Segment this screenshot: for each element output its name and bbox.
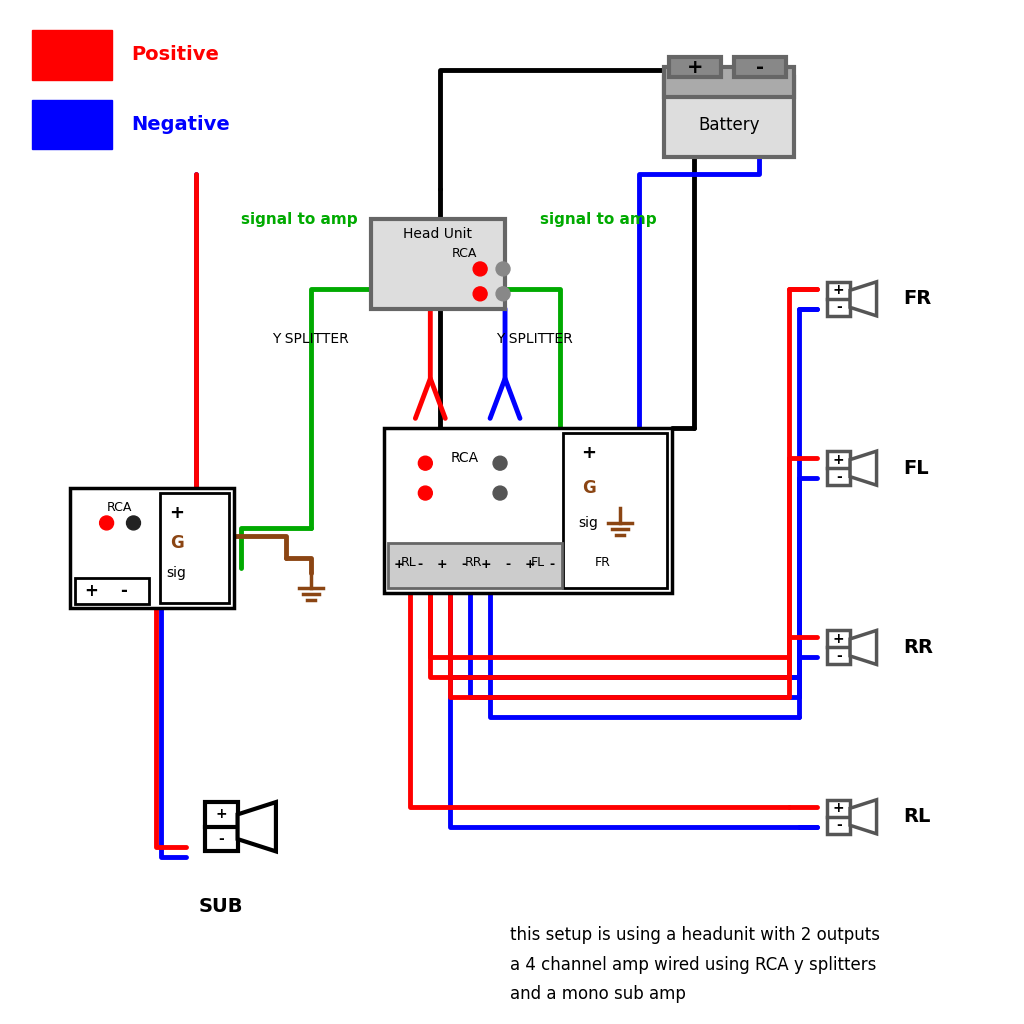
Polygon shape bbox=[850, 800, 877, 834]
Text: Battery: Battery bbox=[698, 116, 760, 133]
Text: G: G bbox=[170, 534, 183, 552]
Text: +: + bbox=[524, 558, 536, 571]
Bar bbox=[827, 631, 850, 665]
Text: sig: sig bbox=[167, 565, 186, 580]
Polygon shape bbox=[850, 631, 877, 665]
Bar bbox=[665, 68, 794, 97]
Text: Head Unit: Head Unit bbox=[403, 227, 472, 241]
Bar bbox=[665, 77, 794, 157]
Circle shape bbox=[419, 457, 432, 470]
Circle shape bbox=[494, 457, 507, 470]
Text: RL: RL bbox=[903, 807, 931, 826]
Text: Positive: Positive bbox=[131, 45, 219, 65]
Text: +: + bbox=[215, 807, 227, 821]
Text: -: - bbox=[121, 582, 127, 600]
Bar bbox=[562, 433, 667, 588]
Bar bbox=[70, 488, 234, 607]
Text: +: + bbox=[833, 632, 845, 646]
Text: Y SPLITTER: Y SPLITTER bbox=[497, 332, 573, 346]
Bar bbox=[75, 578, 148, 604]
Text: -: - bbox=[836, 300, 842, 314]
Text: -: - bbox=[836, 818, 842, 833]
Text: -: - bbox=[549, 558, 554, 571]
Text: Negative: Negative bbox=[131, 115, 230, 134]
Polygon shape bbox=[850, 282, 877, 315]
Polygon shape bbox=[238, 802, 275, 851]
Bar bbox=[32, 30, 112, 80]
Bar bbox=[205, 802, 238, 851]
Text: +: + bbox=[169, 504, 184, 522]
Text: +: + bbox=[687, 57, 703, 77]
Text: -: - bbox=[218, 833, 224, 846]
Text: FL: FL bbox=[530, 556, 545, 569]
Text: FL: FL bbox=[903, 459, 929, 477]
Text: SUB: SUB bbox=[199, 897, 244, 915]
Text: +: + bbox=[481, 558, 492, 571]
Bar bbox=[670, 57, 721, 77]
Bar bbox=[371, 219, 505, 309]
Text: -: - bbox=[756, 57, 764, 77]
Circle shape bbox=[419, 486, 432, 500]
Bar bbox=[388, 543, 562, 588]
Text: +: + bbox=[393, 558, 403, 571]
Text: FR: FR bbox=[595, 556, 610, 569]
Bar bbox=[827, 282, 850, 315]
Text: G: G bbox=[582, 479, 596, 497]
Text: -: - bbox=[836, 470, 842, 483]
Bar bbox=[384, 428, 673, 593]
Text: RR: RR bbox=[903, 638, 934, 657]
Bar bbox=[827, 452, 850, 485]
Text: +: + bbox=[833, 801, 845, 815]
Text: -: - bbox=[462, 558, 467, 571]
Text: +: + bbox=[833, 284, 845, 297]
Text: +: + bbox=[84, 582, 98, 600]
Bar bbox=[160, 494, 229, 603]
Text: -: - bbox=[506, 558, 511, 571]
Bar bbox=[32, 99, 112, 150]
Text: +: + bbox=[833, 453, 845, 467]
Text: RCA: RCA bbox=[106, 502, 132, 514]
Text: Y SPLITTER: Y SPLITTER bbox=[272, 332, 349, 346]
Circle shape bbox=[494, 486, 507, 500]
Circle shape bbox=[496, 262, 510, 275]
Text: +: + bbox=[437, 558, 447, 571]
Polygon shape bbox=[850, 452, 877, 485]
Text: +: + bbox=[581, 444, 596, 462]
Circle shape bbox=[473, 287, 487, 301]
Text: RCA: RCA bbox=[452, 248, 477, 260]
Circle shape bbox=[127, 516, 140, 529]
Bar bbox=[734, 57, 786, 77]
Circle shape bbox=[473, 262, 487, 275]
Text: RCA: RCA bbox=[451, 452, 478, 465]
Text: RL: RL bbox=[400, 556, 417, 569]
Text: RR: RR bbox=[465, 556, 482, 569]
Circle shape bbox=[496, 287, 510, 301]
Text: -: - bbox=[836, 649, 842, 663]
Text: signal to amp: signal to amp bbox=[241, 212, 357, 226]
Circle shape bbox=[99, 516, 114, 529]
Text: FR: FR bbox=[903, 290, 932, 308]
Text: -: - bbox=[418, 558, 423, 571]
Text: sig: sig bbox=[579, 516, 599, 530]
Bar bbox=[827, 800, 850, 834]
Text: signal to amp: signal to amp bbox=[540, 212, 656, 226]
Text: this setup is using a headunit with 2 outputs
a 4 channel amp wired using RCA y : this setup is using a headunit with 2 ou… bbox=[510, 927, 880, 1002]
